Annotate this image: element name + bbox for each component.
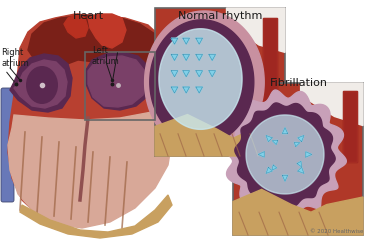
Polygon shape: [282, 175, 288, 181]
Polygon shape: [209, 54, 216, 60]
Polygon shape: [298, 167, 304, 173]
Polygon shape: [343, 91, 357, 162]
Polygon shape: [196, 54, 202, 60]
Polygon shape: [226, 8, 285, 52]
Polygon shape: [148, 83, 170, 94]
Text: Right
atrium: Right atrium: [1, 48, 29, 68]
Polygon shape: [88, 56, 146, 107]
Polygon shape: [183, 54, 190, 60]
Polygon shape: [298, 136, 304, 142]
Polygon shape: [148, 59, 170, 70]
Polygon shape: [263, 18, 277, 104]
Polygon shape: [297, 161, 301, 167]
Polygon shape: [224, 90, 346, 219]
Polygon shape: [171, 87, 178, 93]
Polygon shape: [306, 152, 312, 157]
Polygon shape: [183, 71, 190, 77]
Polygon shape: [150, 20, 254, 144]
Text: © 2020 Healthwise: © 2020 Healthwise: [309, 229, 363, 234]
Polygon shape: [148, 71, 170, 82]
Polygon shape: [155, 114, 285, 156]
Text: Heart: Heart: [72, 11, 103, 21]
Polygon shape: [282, 128, 288, 134]
Polygon shape: [263, 18, 277, 104]
Polygon shape: [196, 71, 202, 77]
Polygon shape: [171, 54, 178, 60]
Polygon shape: [196, 87, 202, 93]
Polygon shape: [183, 87, 190, 93]
FancyBboxPatch shape: [1, 88, 14, 202]
Polygon shape: [8, 112, 172, 228]
Polygon shape: [209, 71, 216, 77]
Polygon shape: [246, 115, 324, 194]
Bar: [85, 52, 155, 120]
Polygon shape: [159, 29, 242, 129]
Polygon shape: [171, 38, 178, 44]
Polygon shape: [258, 152, 264, 157]
Polygon shape: [86, 52, 152, 110]
Ellipse shape: [26, 66, 58, 104]
Text: Normal rhythm: Normal rhythm: [178, 11, 262, 21]
Polygon shape: [148, 71, 170, 82]
Polygon shape: [343, 91, 357, 162]
Polygon shape: [183, 38, 190, 44]
Polygon shape: [171, 71, 178, 77]
Polygon shape: [233, 189, 363, 235]
Polygon shape: [272, 165, 277, 170]
Polygon shape: [10, 54, 72, 112]
Polygon shape: [301, 83, 363, 126]
Polygon shape: [196, 38, 202, 44]
Polygon shape: [88, 14, 126, 48]
Polygon shape: [235, 103, 335, 206]
Polygon shape: [272, 140, 278, 144]
Polygon shape: [28, 15, 165, 82]
Bar: [233, 83, 363, 235]
Polygon shape: [64, 14, 88, 38]
Polygon shape: [8, 14, 170, 222]
Polygon shape: [145, 11, 264, 153]
Polygon shape: [294, 142, 300, 147]
Polygon shape: [20, 195, 172, 238]
Polygon shape: [148, 83, 170, 94]
Polygon shape: [14, 60, 67, 108]
Polygon shape: [266, 167, 272, 173]
Polygon shape: [148, 59, 170, 70]
Text: Fibrillation: Fibrillation: [270, 78, 328, 88]
Text: Left
atrium: Left atrium: [92, 46, 120, 66]
Polygon shape: [266, 136, 272, 142]
Bar: [155, 8, 285, 156]
